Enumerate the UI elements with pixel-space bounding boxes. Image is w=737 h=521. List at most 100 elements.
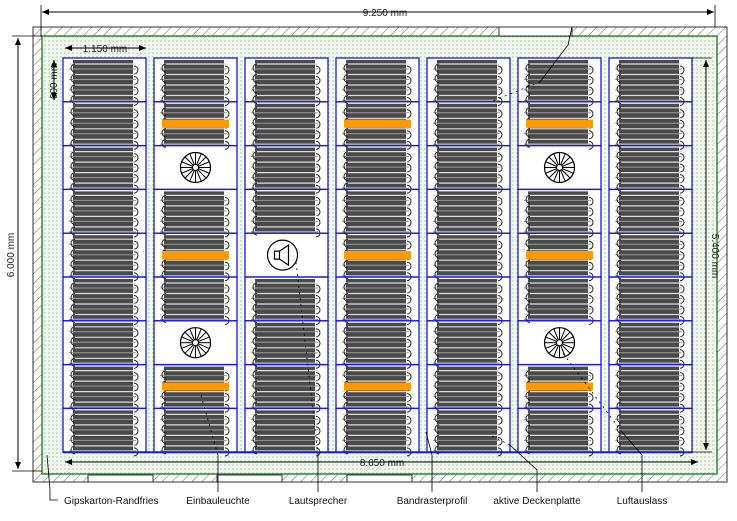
pipe-loop [133,415,139,425]
vane [197,169,207,179]
active-ceiling-panel [433,60,503,106]
pipe-loop [525,413,531,423]
pipe-loop [343,215,349,225]
pipe-loop [588,426,594,436]
vane [197,331,207,341]
pipe-loop [315,174,321,184]
pipe-loop [343,138,349,148]
vane [181,343,193,349]
pipe-loop [588,393,594,403]
pipe-loop [252,282,258,292]
pipe-loop [497,119,503,129]
pipe-loop [406,305,412,315]
active-ceiling-panel [160,279,230,325]
active-ceiling-panel [69,410,139,457]
pipe-loop [252,401,258,411]
vane [189,153,195,165]
pipe-loop [133,305,139,315]
active-ceiling-panel [160,366,231,413]
pipe-loop [315,109,321,119]
pipe-loop [525,215,531,225]
pipe-loop [406,415,412,425]
pipe-loop [525,424,531,434]
pipe-loop [343,424,349,434]
pipe-loop [252,172,258,182]
pipe-loop [161,138,167,148]
pipe-loop [406,207,412,217]
vane [548,331,558,341]
pipe-loop [252,194,258,204]
einbauleuchte-light [526,251,593,260]
hub [556,339,563,347]
pipe-loop [133,119,139,129]
pipe-loop [525,194,531,204]
label-einbauleuchte: Einbauleuchte [186,496,250,507]
pipe-loop [161,270,167,280]
pipe-loop [343,401,349,411]
pipe-loop [616,128,622,138]
pipe-loop [525,74,531,83]
active-ceiling-panel [251,103,321,150]
vane [198,336,210,343]
pipe-loop [525,434,531,444]
pipe-loop [252,445,258,455]
vane [560,170,566,182]
pipe-loop [434,445,440,455]
pipe-loop [588,86,594,96]
pipe-loop [161,238,167,248]
pipe-loop [406,393,412,403]
vane [545,336,557,343]
leader-luftauslass [621,431,643,492]
pipe-loop [252,74,258,83]
pipe-loop [70,128,76,138]
pipe-loop [406,65,412,75]
pipe-loop [315,426,321,436]
active-ceiling-panel [69,147,139,194]
pipe-loop [616,293,622,302]
vane [553,153,559,165]
pipe-loop [434,172,440,182]
pipe-loop [588,207,594,217]
air-outlet-cell [543,151,576,184]
pipe-loop [434,117,440,127]
pipe-loop [588,130,594,140]
pipe-loop [224,217,230,227]
pipe-loop [434,259,440,269]
pipe-loop [616,205,622,215]
pipe-loop [406,295,412,304]
pipe-loop [434,413,440,423]
hub [556,164,563,171]
pipe-loop [434,424,440,434]
active-ceiling-panel [615,191,685,238]
active-ceiling-panel [524,366,595,413]
pipe-loop [343,194,349,204]
vane [196,170,202,182]
active-ceiling-panel [615,235,685,282]
vane [548,169,558,179]
dim-panel-width: 1.150 mm [83,44,127,55]
pipe-loop [252,226,258,236]
vane [548,344,558,354]
pipe-loop [224,305,230,315]
pipe-loop [252,391,258,401]
pipe-loop [343,238,349,248]
pipe-loop [588,76,594,85]
pipe-loop [70,194,76,204]
pipe-loop [616,138,622,148]
pipe-loop [224,65,230,75]
pipe-loop [343,182,349,192]
pipe-loop [525,370,531,380]
pipe-loop [679,338,685,348]
pipe-loop [224,207,230,217]
vane [189,328,195,341]
pipe-loop [588,109,594,119]
pipe-loop [434,391,440,401]
pipe-loop [161,282,167,292]
pipe-loop [70,161,76,171]
pipe-loop [70,205,76,215]
vane [562,161,574,167]
leader-top [539,26,573,83]
pipe-loop [434,215,440,225]
einbauleuchte-light [162,119,229,128]
active-ceiling-panel [342,103,413,150]
